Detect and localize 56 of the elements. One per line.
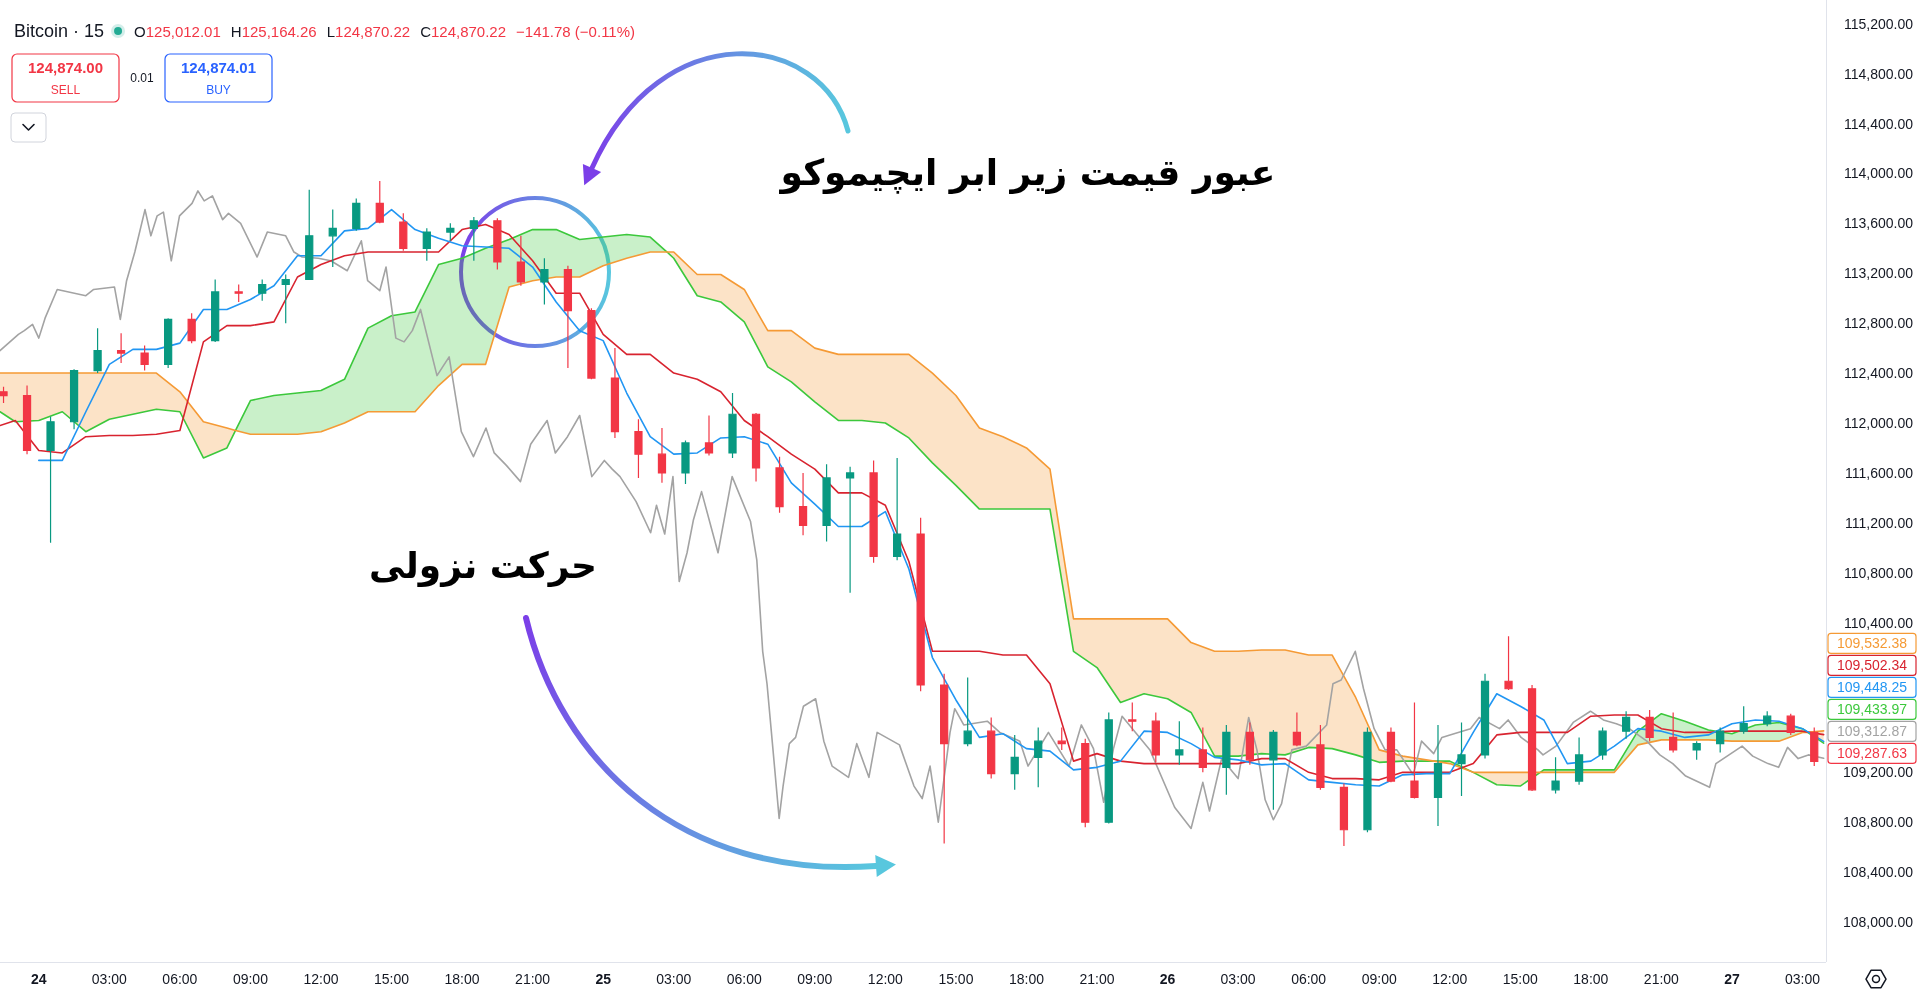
annotation: عبور قیمت زیر ابر ایچیموکو: [778, 152, 1276, 194]
annotation: BUY: [206, 83, 231, 97]
y-tick-label: 111,200.00: [1845, 514, 1914, 531]
x-tick-label: 18:00: [1008, 971, 1045, 987]
x-tick-label: 26: [1159, 971, 1176, 987]
annotation: 124,874.00: [27, 59, 104, 76]
annotation: SELL: [50, 83, 81, 97]
y-tick-label: 114,000.00: [1843, 165, 1914, 182]
x-tick-label: 21:00: [1643, 971, 1680, 987]
annotation: 0.01: [130, 71, 154, 85]
x-tick-label: 06:00: [162, 971, 198, 987]
y-tick-label: 112,000.00: [1843, 414, 1914, 431]
text: Bitcoin · 15: [14, 21, 105, 41]
x-tick-label: 27: [1724, 971, 1740, 987]
x-tick-label: 09:00: [797, 971, 833, 987]
annotation: L124,870.22: [326, 23, 411, 40]
y-tick-label: 114,800.00: [1843, 65, 1914, 82]
x-tick-label: 24: [31, 971, 47, 987]
y-tick-label: 113,200.00: [1843, 265, 1914, 282]
x-tick-label: 25: [595, 971, 612, 987]
x-tick-label: 12:00: [1432, 971, 1468, 987]
x-tick-label: 12:00: [303, 971, 339, 987]
x-tick-label: 15:00: [938, 971, 974, 987]
y-tick-label: 111,600.00: [1845, 464, 1914, 481]
y-tick-label: 108,000.00: [1842, 914, 1914, 931]
y-tick-label: 112,800.00: [1843, 315, 1914, 332]
y-tick-label: 108,800.00: [1842, 814, 1914, 831]
x-tick-label: 03:00: [1220, 971, 1256, 987]
x-tick-label: 03:00: [1784, 971, 1821, 987]
y-tick-label: 113,600.00: [1843, 215, 1914, 232]
y-tick-label: 108,400.00: [1842, 864, 1914, 881]
annotation: −141.78 (−0.11%): [516, 23, 636, 40]
y-tick-label: 114,400.00: [1843, 115, 1914, 132]
annotation: O125,012.01: [134, 23, 221, 40]
annotation: C124,870.22: [420, 23, 507, 40]
y-tick-label: 112,400.00: [1843, 365, 1914, 382]
y-tick-label: 115,200.00: [1843, 15, 1914, 32]
y-tick-label: 110,400.00: [1843, 614, 1914, 631]
x-tick-label: 21:00: [515, 971, 551, 987]
y-tick-label: 109,200.00: [1842, 764, 1914, 781]
x-tick-label: 06:00: [726, 971, 762, 987]
annotation: حرکت نزولی: [368, 545, 598, 587]
x-tick-label: 15:00: [374, 971, 410, 987]
x-tick-label: 12:00: [867, 971, 904, 987]
x-tick-label: 18:00: [444, 971, 480, 987]
y-tick-label: 110,800.00: [1843, 564, 1914, 581]
annotation: H125,164.26: [230, 23, 317, 40]
x-tick-label: 18:00: [1573, 971, 1609, 987]
x-tick-label: 21:00: [1079, 971, 1115, 987]
x-tick-label: 15:00: [1502, 971, 1539, 987]
x-tick-label: 06:00: [1291, 971, 1327, 987]
x-tick-label: 09:00: [232, 971, 269, 987]
annotation: 124,874.01: [180, 59, 257, 76]
x-tick-label: 03:00: [656, 971, 692, 987]
x-tick-label: 03:00: [91, 971, 128, 987]
x-tick-label: 09:00: [1361, 971, 1397, 987]
